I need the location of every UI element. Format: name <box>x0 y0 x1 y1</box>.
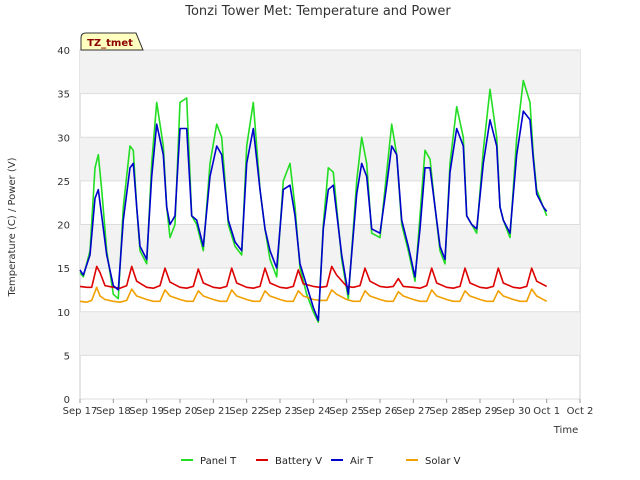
legend-label: Air T <box>350 456 374 467</box>
x-tick-label: Sep 23 <box>263 406 298 417</box>
series-line-solar-v <box>79 286 548 304</box>
badge-shape <box>80 32 144 51</box>
x-tick-label: Sep 27 <box>396 406 431 417</box>
series-layer <box>79 79 548 324</box>
legend-item: Air T <box>331 456 374 467</box>
badge-label: TZ_tmet <box>87 38 133 49</box>
plot-band <box>80 50 580 94</box>
series-line-air-t <box>79 110 548 322</box>
legend-label: Panel T <box>200 456 237 467</box>
x-tick-label: Sep 30 <box>496 406 531 417</box>
y-tick-label: 35 <box>57 90 70 101</box>
legend-item: Solar V <box>406 456 461 467</box>
x-tick-label: Sep 17 <box>63 406 98 417</box>
y-tick-label: 30 <box>57 133 70 144</box>
y-tick-label: 20 <box>57 221 70 232</box>
x-tick-label: Sep 29 <box>463 406 498 417</box>
x-tick-label: Sep 25 <box>329 406 364 417</box>
chart-title: Tonzi Tower Met: Temperature and Power <box>184 4 451 19</box>
x-tick-label: Sep 26 <box>363 406 398 417</box>
y-tick-label: 25 <box>57 177 70 188</box>
x-tick-label: Sep 22 <box>229 406 264 417</box>
y-tick-label: 0 <box>64 395 70 406</box>
legend-label: Battery V <box>275 456 322 467</box>
legend-item: Battery V <box>256 456 322 467</box>
legend: Panel T Battery V Air T Solar V <box>181 456 461 467</box>
x-tick-label: Sep 28 <box>429 406 464 417</box>
y-axis-ticks: 0 5 10 15 20 25 30 35 40 <box>57 46 70 406</box>
plot-band <box>80 311 580 356</box>
y-tick-label: 40 <box>57 46 70 57</box>
x-tick-label: Sep 20 <box>163 406 198 417</box>
y-tick-label: 15 <box>57 264 70 275</box>
series-line-battery-v <box>79 265 548 290</box>
y-tick-label: 5 <box>64 351 70 362</box>
y-axis-label: Temperature (C) / Power (V) <box>7 157 18 297</box>
legend-label: Solar V <box>425 456 461 467</box>
y-tick-label: 10 <box>57 308 70 319</box>
x-tick-label: Sep 18 <box>96 406 131 417</box>
plot-band <box>80 224 580 269</box>
x-tick-label: Oct 1 <box>533 406 560 417</box>
legend-item: Panel T <box>181 456 237 467</box>
station-badge: TZ_tmet <box>80 32 144 51</box>
x-tick-label: Sep 24 <box>296 406 331 417</box>
x-tick-label: Sep 19 <box>129 406 164 417</box>
x-tick-label: Oct 2 <box>567 406 594 417</box>
x-tick-label: Sep 21 <box>196 406 231 417</box>
x-axis-label: Time <box>553 425 578 436</box>
